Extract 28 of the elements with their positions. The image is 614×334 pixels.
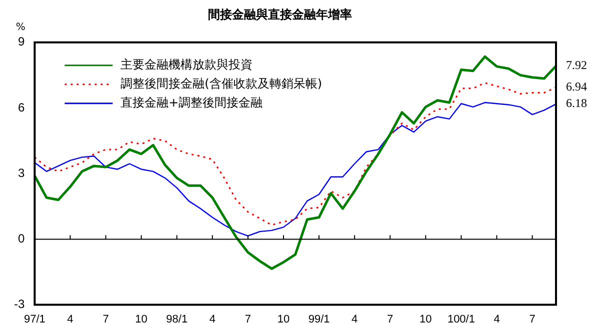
x-tick-label: 4 xyxy=(494,313,500,326)
y-tick-label: 6 xyxy=(18,100,25,114)
x-tick-label: 4 xyxy=(209,313,216,326)
x-tick-label: 4 xyxy=(352,313,358,326)
x-tick-label: 10 xyxy=(135,313,148,326)
x-tick-label: 99/1 xyxy=(308,313,330,326)
y-tick-label: 9 xyxy=(18,34,25,49)
y-tick-label: -3 xyxy=(14,297,25,312)
x-tick-label: 10 xyxy=(277,313,290,326)
legend-label: 主要金融機構放款與投資 xyxy=(120,58,253,72)
legend-label: 調整後間接金融(含催收款及轉銷呆帳) xyxy=(120,76,322,91)
y-axis-title: % xyxy=(16,22,26,33)
x-tick-label: 97/1 xyxy=(24,313,46,326)
x-tick-label: 7 xyxy=(244,313,252,326)
x-tick-label: 98/1 xyxy=(166,313,188,326)
x-tick-label: 100/1 xyxy=(447,313,475,326)
x-tick-label: 7 xyxy=(529,313,536,326)
y-tick-label: 0 xyxy=(18,232,25,246)
chart-title: 間接金融與直接金融年增率 xyxy=(208,7,352,22)
x-tick-label: 7 xyxy=(387,313,394,326)
x-tick-label: 10 xyxy=(420,313,432,326)
x-tick-label: 4 xyxy=(67,313,74,326)
y-tick-label: 3 xyxy=(18,166,25,180)
legend-label: 直接金融+調整後間接金融 xyxy=(120,96,263,110)
data-label: 6.94 xyxy=(566,80,587,94)
x-tick-label: 7 xyxy=(102,313,109,326)
data-label: 7.92 xyxy=(566,58,587,72)
data-label: 6.18 xyxy=(566,96,587,110)
